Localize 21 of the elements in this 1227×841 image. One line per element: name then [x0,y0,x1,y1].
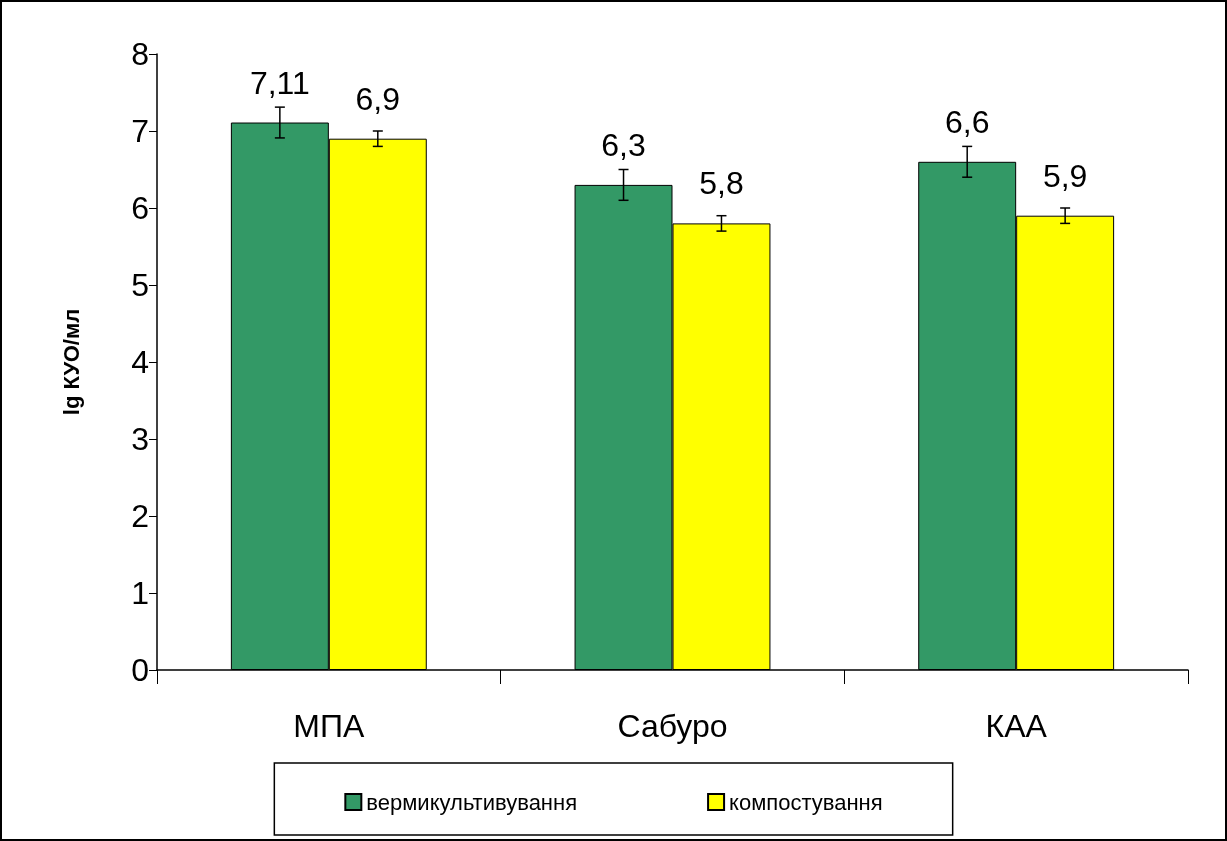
data-label: 6,3 [601,126,646,163]
legend-label: вермикультивування [366,789,578,815]
y-tick-label: 3 [131,421,149,457]
x-tick-label: МПА [293,708,365,744]
y-tick-label: 1 [131,575,149,611]
data-label: 7,11 [249,64,310,101]
y-tick-label: 7 [131,113,149,149]
data-label: 5,9 [1042,157,1088,194]
y-tick-label: 8 [131,36,149,72]
y-tick-label: 0 [131,652,149,688]
y-tick-label: 5 [131,267,149,303]
y-axis-title: lg КУО/мл [58,308,84,416]
data-label: 6,9 [355,80,401,117]
y-tick-label: 4 [131,344,149,380]
legend-label: компостування [729,789,883,815]
y-tick-label: 6 [131,190,149,226]
x-tick-label: Сабуро [617,708,728,744]
y-tick-label: 2 [131,498,149,534]
x-tick-label: КАА [985,708,1048,744]
data-label: 6,6 [944,103,990,140]
data-label: 5,8 [699,165,744,202]
